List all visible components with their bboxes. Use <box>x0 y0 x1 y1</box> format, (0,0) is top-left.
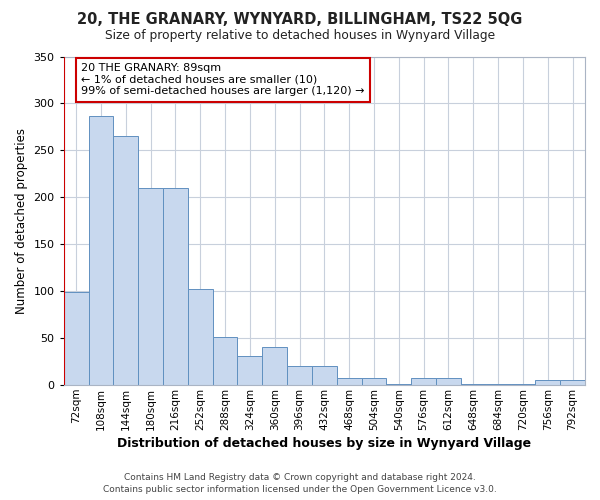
Bar <box>461 384 486 385</box>
Bar <box>535 380 560 385</box>
Bar <box>287 366 312 385</box>
Text: 20, THE GRANARY, WYNYARD, BILLINGHAM, TS22 5QG: 20, THE GRANARY, WYNYARD, BILLINGHAM, TS… <box>77 12 523 28</box>
Text: 20 THE GRANARY: 89sqm
← 1% of detached houses are smaller (10)
99% of semi-detac: 20 THE GRANARY: 89sqm ← 1% of detached h… <box>81 63 365 96</box>
Bar <box>312 366 337 385</box>
Bar <box>163 188 188 385</box>
Bar <box>511 384 535 385</box>
Bar <box>411 378 436 385</box>
Text: Contains HM Land Registry data © Crown copyright and database right 2024.
Contai: Contains HM Land Registry data © Crown c… <box>103 472 497 494</box>
Bar <box>337 378 362 385</box>
Bar <box>436 378 461 385</box>
Bar <box>113 136 138 385</box>
Bar <box>262 346 287 385</box>
X-axis label: Distribution of detached houses by size in Wynyard Village: Distribution of detached houses by size … <box>117 437 532 450</box>
Bar <box>386 384 411 385</box>
Bar <box>89 116 113 385</box>
Bar <box>560 380 585 385</box>
Bar <box>138 188 163 385</box>
Bar <box>362 378 386 385</box>
Bar <box>64 292 89 385</box>
Bar <box>486 384 511 385</box>
Bar <box>238 356 262 385</box>
Bar <box>188 290 212 385</box>
Bar <box>212 338 238 385</box>
Text: Size of property relative to detached houses in Wynyard Village: Size of property relative to detached ho… <box>105 29 495 42</box>
Y-axis label: Number of detached properties: Number of detached properties <box>15 128 28 314</box>
